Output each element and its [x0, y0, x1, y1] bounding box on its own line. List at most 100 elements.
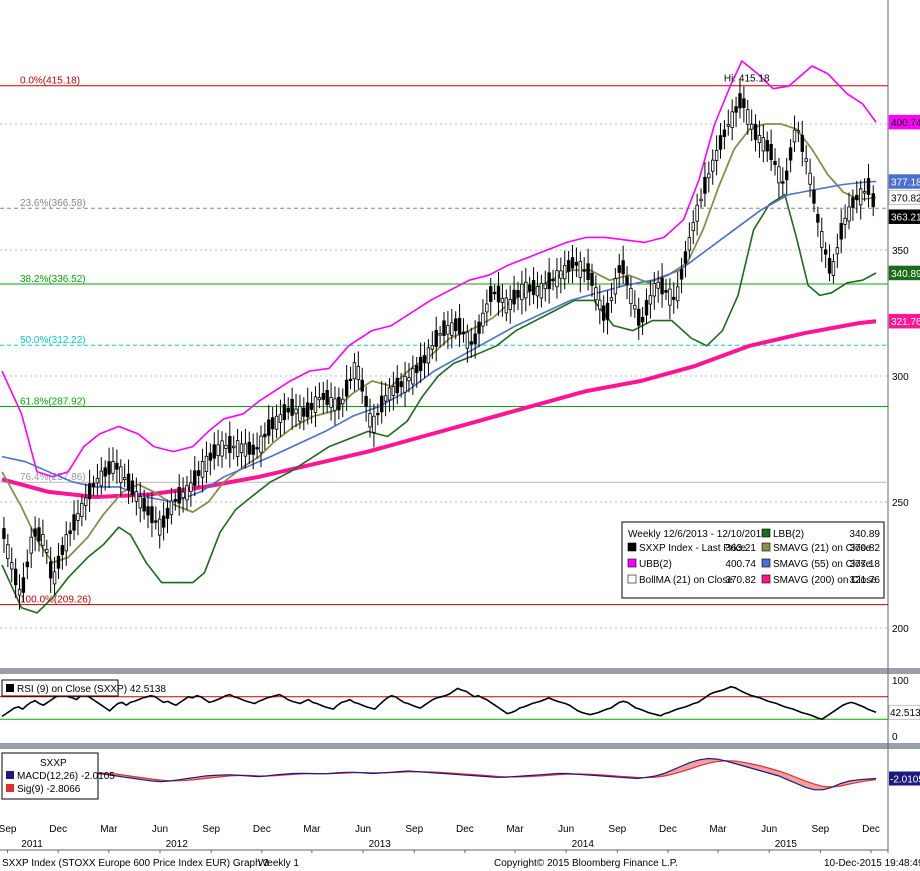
scrollbar-track[interactable] — [888, 0, 920, 668]
price-candle-body — [111, 461, 115, 474]
price-candle-body — [578, 260, 583, 278]
footer-center-left: Weekly 1 — [258, 858, 299, 869]
price-candle-body — [122, 477, 127, 481]
x-month-label: Dec — [659, 824, 677, 835]
price-candle-body — [796, 130, 801, 133]
legend-swatch — [761, 528, 771, 538]
price-candle-body — [348, 378, 353, 382]
price-tick-label: 300 — [892, 372, 909, 383]
price-candle-body — [586, 263, 590, 280]
price-candle-body — [734, 106, 738, 113]
price-candle-body — [547, 272, 551, 290]
macd-legend-title: SXXP — [40, 758, 67, 769]
panel-divider-1 — [0, 668, 920, 674]
price-candle-body — [473, 333, 477, 345]
hi-label: Hi: 415.18 — [724, 74, 770, 85]
price-value-tag-text: 370.82 — [891, 194, 920, 205]
x-year-label: 2015 — [775, 839, 798, 850]
price-candle-body — [379, 395, 384, 413]
legend-swatch — [627, 574, 637, 584]
macd-signal-line — [1, 760, 877, 788]
price-candle-body — [539, 282, 544, 299]
price-candle-body — [403, 375, 407, 393]
price-candle-body — [298, 405, 302, 422]
price-candle-body — [489, 286, 493, 302]
price-candle-body — [329, 397, 333, 408]
price-value-tag — [888, 209, 920, 224]
legend-entry-value: 377.18 — [849, 559, 880, 570]
rsi-legend-box — [1, 679, 119, 697]
x-month-label: Dec — [253, 824, 271, 835]
price-candle-body — [247, 441, 251, 455]
price-candle-body — [812, 189, 816, 204]
price-candle-body — [6, 544, 10, 559]
price-candle-body — [146, 506, 150, 516]
macd-diff-area — [2, 758, 876, 790]
legend-swatch — [761, 542, 771, 552]
price-candle-body — [738, 93, 742, 109]
price-candle-body — [228, 436, 232, 453]
x-month-label: Mar — [100, 824, 118, 835]
price-candle-body — [527, 284, 532, 292]
price-candle-body — [72, 514, 76, 531]
price-candle-body — [29, 536, 33, 554]
legend-entry-value: 340.89 — [849, 529, 880, 540]
price-candle-body — [173, 499, 177, 502]
x-month-label: Jun — [558, 824, 574, 835]
x-month-label: Sep — [0, 824, 17, 835]
price-candle-body — [376, 412, 380, 416]
price-candle-body — [625, 276, 629, 285]
price-candle-body — [543, 283, 547, 290]
price-candle-body — [457, 317, 462, 335]
price-candle-body — [274, 415, 279, 430]
legend-entry-name: SMAVG (200) on Close — [773, 575, 877, 586]
x-year-label: 2011 — [21, 839, 43, 850]
price-candle-body — [492, 291, 497, 295]
price-candle-body — [56, 555, 61, 569]
fib-level-label: 38.2%(336.52) — [20, 274, 86, 285]
price-value-tag-text: 340.89 — [891, 269, 920, 280]
footer-bar — [0, 853, 920, 871]
price-candle-body — [259, 435, 263, 453]
price-candle-body — [103, 467, 107, 477]
price-candle-body — [871, 193, 875, 208]
price-candle-body — [621, 260, 625, 275]
legend-entry-name: SMAVG (55) on Close — [773, 559, 872, 570]
price-candle-body — [855, 194, 859, 201]
price-value-tag — [888, 114, 920, 130]
price-candle-body — [95, 477, 100, 484]
price-candle-body — [446, 325, 450, 335]
price-candle-body — [154, 520, 158, 523]
price-candle-body — [364, 395, 368, 408]
price-candle-body — [352, 362, 357, 380]
price-candle-body — [383, 395, 388, 402]
legend-entry-value: 400.74 — [725, 559, 756, 570]
price-candle-body — [150, 506, 154, 524]
price-candle-body — [777, 166, 781, 184]
price-candle-body — [21, 577, 26, 593]
fib-level-label: 100.0%(209.26) — [20, 595, 91, 606]
price-value-tag-text: 321.76 — [891, 317, 920, 328]
price-candle-body — [130, 480, 135, 496]
price-candle-body — [372, 415, 376, 433]
x-month-label: Sep — [811, 824, 829, 835]
price-candle-body — [496, 285, 501, 303]
price-candle-body — [504, 297, 509, 314]
price-candle-body — [453, 318, 458, 332]
x-month-label: Dec — [862, 824, 880, 835]
price-candle-body — [360, 379, 364, 392]
macd-panel: -2.0105 — [1, 757, 920, 791]
price-candle-body — [605, 302, 610, 320]
legend-entry-value: 321.76 — [849, 575, 880, 586]
price-candle-body — [808, 172, 812, 185]
price-candle-body — [609, 297, 614, 302]
series-ubb-2 — [1, 60, 877, 478]
fib-level-label: 76.4%(257.86) — [20, 472, 86, 483]
price-candle-body — [769, 143, 773, 161]
price-candle-body — [387, 387, 392, 401]
price-tick-label: 200 — [892, 624, 909, 635]
x-month-label: Jun — [761, 824, 777, 835]
macd-legend-swatch — [6, 771, 14, 779]
price-candle-body — [134, 491, 139, 502]
price-candle-body — [847, 206, 851, 222]
